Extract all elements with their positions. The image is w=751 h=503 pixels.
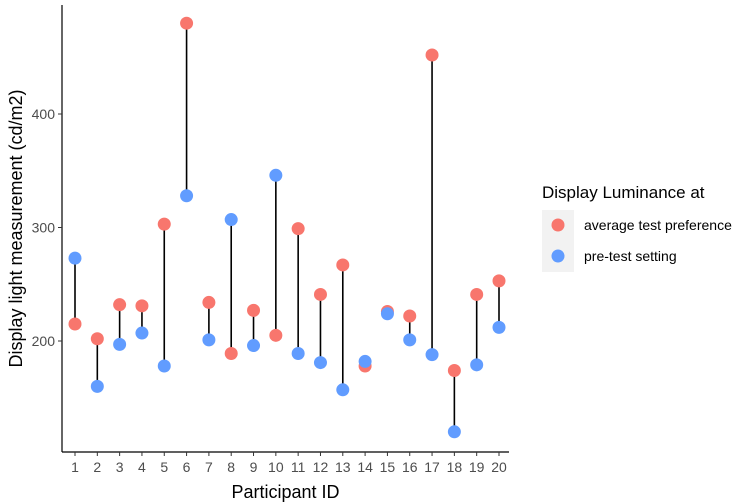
point-average-test-preference-4 (135, 299, 149, 313)
segments (74, 23, 500, 432)
point-pre-test-setting-15 (380, 307, 394, 321)
x-tick-label: 16 (402, 459, 418, 475)
legend-title: Display Luminance at (542, 183, 705, 202)
x-tick-label: 1 (71, 459, 79, 475)
point-pre-test-setting-6 (180, 189, 194, 203)
x-tick-label: 18 (447, 459, 463, 475)
point-pre-test-setting-4 (135, 326, 149, 340)
legend-label-average-test-preference: average test preference (584, 217, 732, 233)
x-tick-label: 3 (116, 459, 124, 475)
x-tick-label: 7 (205, 459, 213, 475)
point-pre-test-setting-19 (470, 358, 484, 372)
y-axis-title: Display light measurement (cd/m2) (6, 89, 26, 367)
point-average-test-preference-2 (90, 332, 104, 346)
point-average-test-preference-18 (447, 364, 461, 378)
point-pre-test-setting-14 (358, 354, 372, 368)
point-pre-test-setting-13 (336, 383, 350, 397)
point-pre-test-setting-10 (269, 168, 283, 182)
point-pre-test-setting-11 (291, 346, 305, 360)
point-pre-test-setting-18 (447, 425, 461, 439)
x-tick-label: 19 (469, 459, 485, 475)
point-pre-test-setting-1 (68, 251, 82, 265)
x-tick-label: 14 (357, 459, 373, 475)
point-average-test-preference-9 (247, 303, 261, 317)
y-tick-label: 400 (32, 106, 56, 122)
point-average-test-preference-20 (492, 274, 506, 288)
point-pre-test-setting-7 (202, 333, 216, 347)
point-average-test-preference-16 (403, 309, 417, 323)
point-pre-test-setting-9 (247, 339, 261, 353)
x-tick-label: 2 (93, 459, 101, 475)
y-tick-label: 200 (32, 333, 56, 349)
point-average-test-preference-1 (68, 317, 82, 331)
legend-label-pre-test-setting: pre-test setting (584, 248, 677, 264)
point-pre-test-setting-5 (157, 359, 171, 373)
axes (61, 5, 509, 453)
x-tick-label: 15 (380, 459, 396, 475)
points (68, 16, 506, 439)
point-average-test-preference-8 (224, 346, 238, 360)
point-average-test-preference-10 (269, 328, 283, 342)
y-tick-label: 300 (32, 220, 56, 236)
point-pre-test-setting-17 (425, 348, 439, 362)
point-pre-test-setting-12 (313, 356, 327, 370)
legend-key-pre-test-setting (551, 249, 565, 263)
point-average-test-preference-6 (180, 16, 194, 30)
x-tick-label: 8 (227, 459, 235, 475)
point-pre-test-setting-20 (492, 320, 506, 334)
point-average-test-preference-19 (470, 287, 484, 301)
x-tick-label: 17 (424, 459, 440, 475)
x-tick-label: 9 (250, 459, 258, 475)
x-tick-label: 4 (138, 459, 146, 475)
point-average-test-preference-7 (202, 295, 216, 309)
point-average-test-preference-3 (113, 298, 127, 312)
point-average-test-preference-11 (291, 222, 305, 236)
x-tick-label: 10 (268, 459, 284, 475)
point-average-test-preference-5 (157, 217, 171, 231)
point-pre-test-setting-3 (113, 337, 127, 351)
point-pre-test-setting-16 (403, 333, 417, 347)
x-axis-title: Participant ID (231, 482, 339, 502)
x-tick-label: 11 (291, 459, 306, 475)
point-average-test-preference-17 (425, 48, 439, 62)
point-average-test-preference-12 (313, 287, 327, 301)
legend-key-average-test-preference (551, 218, 565, 232)
x-tick-label: 6 (183, 459, 191, 475)
x-tick-label: 12 (313, 459, 329, 475)
x-tick-label: 13 (335, 459, 351, 475)
point-pre-test-setting-8 (224, 213, 238, 227)
point-average-test-preference-13 (336, 258, 350, 272)
legend: Display Luminance at average test prefer… (542, 183, 732, 272)
x-tick-label: 5 (160, 459, 168, 475)
x-tick-label: 20 (491, 459, 507, 475)
point-pre-test-setting-2 (90, 379, 104, 393)
